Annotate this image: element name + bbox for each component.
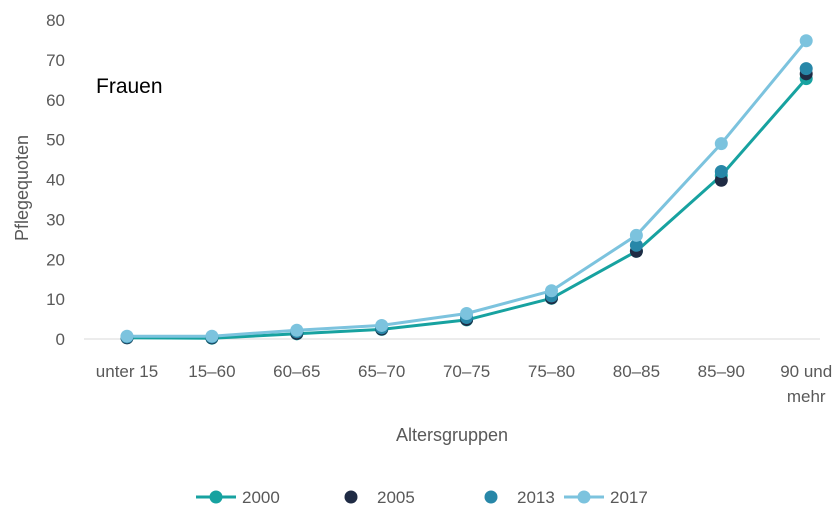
legend-item-2013: 2013 <box>484 488 555 507</box>
y-tick-label: 40 <box>46 171 65 190</box>
y-tick-label: 0 <box>56 330 65 349</box>
data-point-2017 <box>460 306 474 320</box>
data-point-2017 <box>545 284 558 298</box>
y-tick-labels: 0 10 20 30 40 50 60 70 80 <box>46 11 65 349</box>
data-point-2017 <box>799 34 813 48</box>
legend-marker-2000 <box>209 490 223 504</box>
data-point-2017 <box>290 323 304 337</box>
x-tick-label: 75–80 <box>528 362 575 381</box>
data-point-2013 <box>714 165 728 179</box>
x-tick-label: unter 15 <box>96 362 158 381</box>
data-point-2017 <box>629 228 643 242</box>
legend-item-2000: 2000 <box>196 488 280 507</box>
legend: 2000 2005 2013 2017 <box>196 488 648 507</box>
legend-label-2017: 2017 <box>610 488 648 507</box>
legend-label-2000: 2000 <box>242 488 280 507</box>
legend-marker-2013 <box>484 490 498 504</box>
x-tick-label: 70–75 <box>443 362 490 381</box>
x-tick-label: 60–65 <box>273 362 320 381</box>
series-points <box>120 34 813 345</box>
legend-marker-2017 <box>577 490 591 504</box>
y-tick-label: 70 <box>46 51 65 70</box>
y-tick-label: 10 <box>46 290 65 309</box>
data-point-2017 <box>714 137 728 151</box>
x-axis-label: Altersgruppen <box>396 425 508 445</box>
x-tick-label: 65–70 <box>358 362 405 381</box>
x-tick-labels: unter 15 15–60 60–65 65–70 70–75 75–80 80–85 85… <box>96 362 832 406</box>
legend-marker-2005 <box>344 490 358 504</box>
data-point-2017 <box>120 329 134 343</box>
y-tick-label: 50 <box>46 131 65 150</box>
data-point-2017 <box>375 318 389 332</box>
chart-annotation: Frauen <box>96 75 163 98</box>
legend-item-2005: 2005 <box>344 488 415 507</box>
y-tick-label: 30 <box>46 210 65 229</box>
data-point-2013 <box>629 238 643 252</box>
series-lines <box>126 39 808 340</box>
y-tick-label: 60 <box>46 91 65 110</box>
legend-label-2005: 2005 <box>377 488 415 507</box>
legend-item-2017: 2017 <box>564 488 648 507</box>
data-point-2017 <box>205 329 219 343</box>
x-tick-label: mehr <box>787 387 826 406</box>
x-tick-label: 85–90 <box>698 362 745 381</box>
y-axis-label: Pflegequoten <box>12 135 32 241</box>
data-point-2013 <box>799 62 813 76</box>
x-tick-label: 80–85 <box>613 362 660 381</box>
legend-label-2013: 2013 <box>517 488 555 507</box>
series-line-2000 <box>126 77 808 340</box>
x-tick-label: 15–60 <box>188 362 235 381</box>
series-line-2017 <box>127 39 808 338</box>
y-tick-label: 20 <box>46 250 65 269</box>
x-tick-label: 90 und <box>780 362 832 381</box>
y-tick-label: 80 <box>46 11 65 30</box>
